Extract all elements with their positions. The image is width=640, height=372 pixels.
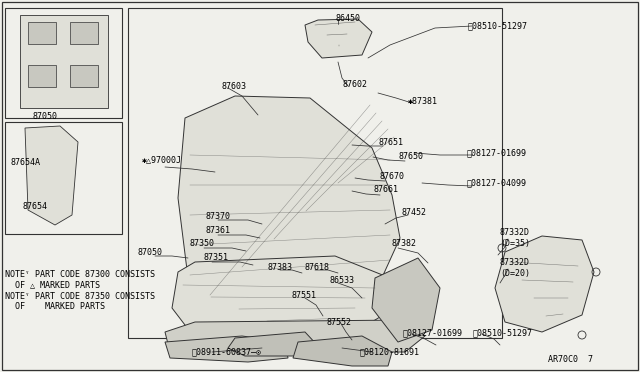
Bar	[5, 122, 122, 234]
Text: 87361: 87361	[206, 226, 231, 235]
Polygon shape	[178, 96, 400, 312]
Text: 87618: 87618	[305, 263, 330, 272]
Text: 86450: 86450	[336, 14, 361, 23]
Polygon shape	[305, 19, 372, 58]
Text: Ⓑ08120-81691: Ⓑ08120-81691	[360, 347, 420, 356]
Text: OF △ MARKED PARTS: OF △ MARKED PARTS	[5, 280, 100, 289]
Text: Ⓑ08127-01699: Ⓑ08127-01699	[467, 148, 527, 157]
Text: (D=20): (D=20)	[500, 269, 530, 278]
Bar	[70, 65, 98, 87]
Polygon shape	[165, 320, 425, 352]
Polygon shape	[165, 336, 288, 362]
Text: Ⓢ08510-51297: Ⓢ08510-51297	[473, 328, 533, 337]
Text: AR70C0  7: AR70C0 7	[548, 355, 593, 364]
Text: NOTEˤ PART CODE 87300 CONSISTS: NOTEˤ PART CODE 87300 CONSISTS	[5, 270, 155, 279]
Text: 87670: 87670	[380, 172, 405, 181]
Text: 87383: 87383	[268, 263, 293, 272]
Text: Ⓑ08127-04099: Ⓑ08127-04099	[467, 178, 527, 187]
Text: ✱△97000J: ✱△97000J	[142, 155, 182, 164]
Bar	[28, 65, 56, 87]
Text: 87603: 87603	[222, 82, 247, 91]
Text: 87351: 87351	[204, 253, 229, 262]
Polygon shape	[172, 256, 395, 342]
Text: Ⓑ08127-01699: Ⓑ08127-01699	[403, 328, 463, 337]
Text: 86533: 86533	[330, 276, 355, 285]
Bar	[70, 22, 98, 44]
Text: 87654: 87654	[22, 202, 47, 211]
Text: 87350: 87350	[190, 239, 215, 248]
Polygon shape	[228, 332, 318, 356]
Text: 87661: 87661	[374, 185, 399, 194]
Text: 87382: 87382	[392, 239, 417, 248]
Text: 87651: 87651	[379, 138, 404, 147]
Text: 87654A: 87654A	[10, 158, 40, 167]
Text: 87551: 87551	[292, 291, 317, 300]
Text: (D=35): (D=35)	[500, 239, 530, 248]
Text: ✱87381: ✱87381	[408, 97, 438, 106]
Text: Ⓝ08911-60837—⊙: Ⓝ08911-60837—⊙	[192, 347, 262, 356]
Text: 87602: 87602	[343, 80, 368, 89]
Text: OF    MARKED PARTS: OF MARKED PARTS	[5, 302, 105, 311]
Text: NOTEˤ PART CODE 87350 CONSISTS: NOTEˤ PART CODE 87350 CONSISTS	[5, 292, 155, 301]
Bar	[128, 8, 502, 338]
Bar	[28, 22, 56, 44]
Text: 87452: 87452	[402, 208, 427, 217]
Text: 87050: 87050	[138, 248, 163, 257]
Text: 87552: 87552	[327, 318, 352, 327]
Text: 87650: 87650	[399, 152, 424, 161]
Bar	[5, 8, 122, 118]
Text: 87370: 87370	[206, 212, 231, 221]
Polygon shape	[372, 258, 440, 342]
Text: 87050: 87050	[32, 112, 57, 121]
Polygon shape	[20, 15, 108, 108]
Polygon shape	[495, 236, 594, 332]
Polygon shape	[293, 336, 392, 366]
Polygon shape	[25, 126, 78, 225]
Text: 87332D: 87332D	[500, 258, 530, 267]
Text: 87332D: 87332D	[500, 228, 530, 237]
Text: Ⓢ08510-51297: Ⓢ08510-51297	[468, 21, 528, 30]
